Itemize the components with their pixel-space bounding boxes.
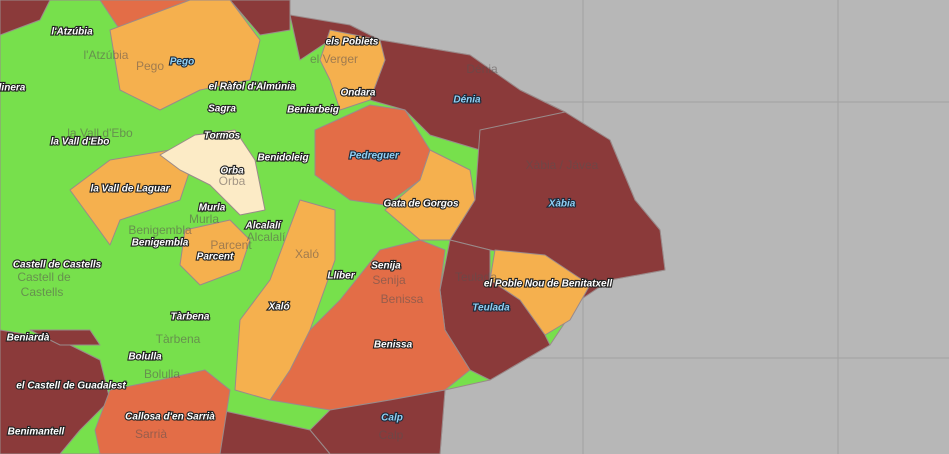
basemap-label: Xaló	[295, 247, 319, 261]
city-label: Calp	[381, 413, 403, 424]
basemap-label: Pego	[136, 59, 164, 73]
city-label: Pego	[170, 57, 194, 68]
municipality-label: Alcalalí	[244, 221, 281, 232]
municipality-label: Xaló	[267, 302, 289, 313]
municipality-label: el Ràfol d'Almúnia	[209, 82, 296, 93]
municipality-label: Bolulla	[128, 352, 162, 363]
municipality-label: Beniarbeig	[287, 105, 339, 116]
basemap-label: Dénia	[466, 62, 498, 76]
municipality-label: Sagra	[208, 104, 236, 115]
municipality-label: l'Atzúbia	[51, 27, 93, 38]
basemap-label: l'Atzúbia	[84, 48, 129, 62]
municipality-label: Benidoleig	[257, 153, 308, 164]
basemap-label: Tàrbena	[156, 332, 201, 346]
municipality-label: Beniardà	[7, 333, 50, 344]
municipality-label: linera	[0, 83, 26, 94]
municipality-label: Tàrbena	[171, 312, 210, 323]
basemap-label: Benissa	[381, 292, 424, 306]
basemap-label: Orba	[219, 174, 246, 188]
basemap-label: Bolulla	[144, 367, 180, 381]
municipality-label: Castell de Castells	[13, 260, 102, 271]
municipality-label: Benimantell	[8, 427, 65, 438]
municipality-label: el Castell de Guadalest	[16, 381, 126, 392]
basemap-label: Castell de	[17, 270, 71, 284]
basemap-label: el Verger	[310, 52, 358, 66]
municipality-label: Benigembla	[132, 238, 189, 249]
basemap-label: Murla	[189, 212, 219, 226]
municipality-label: Senija	[371, 261, 401, 272]
municipality-label: Parcent	[197, 252, 234, 263]
basemap-label: la Vall d'Ebo	[67, 126, 133, 140]
municipality-label: el Poble Nou de Benitatxell	[484, 279, 613, 290]
basemap-label: Parcent	[210, 238, 252, 252]
basemap-label: Benigembla	[128, 223, 192, 237]
municipality-label: els Poblets	[326, 37, 379, 48]
basemap-label: Calp	[379, 428, 404, 442]
basemap-label: Sarrià	[135, 427, 167, 441]
city-label: Xàbia	[548, 199, 576, 210]
municipality-label: Benissa	[374, 340, 413, 351]
regions	[0, 0, 666, 454]
municipality-label: la Vall d'Ebo	[51, 137, 110, 148]
city-label: Pedreguer	[349, 151, 400, 162]
municipality-label: Orba	[220, 166, 244, 177]
basemap-label: Xàbia / Jávea	[526, 158, 599, 172]
basemap-label: Teulada	[455, 270, 497, 284]
basemap-label: Castells	[21, 285, 64, 299]
basemap-label: Senija	[372, 273, 406, 287]
municipality-label: la Vall de Laguar	[90, 184, 170, 195]
municipality-label: Callosa d'en Sarrià	[125, 412, 215, 423]
municipality-label: Llíber	[327, 271, 355, 282]
municipality-label: Tormos	[204, 131, 241, 142]
basemap-label: Alcalalí	[247, 230, 286, 244]
city-label: Dénia	[453, 95, 481, 106]
municipality-label: Gata de Gorgos	[383, 199, 458, 210]
city-label: Teulada	[472, 303, 510, 314]
municipality-label: Murla	[199, 203, 226, 214]
municipality-label: Ondara	[340, 88, 375, 99]
labels: l'Atzúbia Pego el Verger Dénia Xàbia / Jávea…	[0, 26, 614, 443]
